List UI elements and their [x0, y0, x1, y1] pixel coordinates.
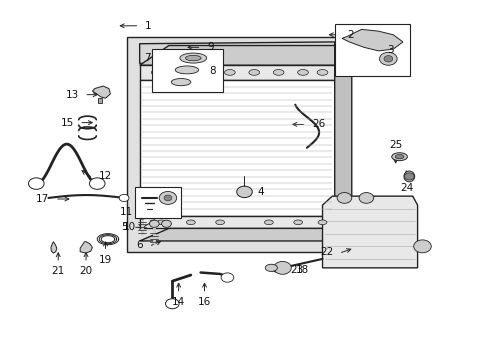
Polygon shape [92, 86, 110, 98]
Text: 15: 15 [61, 118, 74, 128]
Ellipse shape [185, 55, 201, 61]
Circle shape [161, 220, 171, 227]
Text: 22: 22 [319, 247, 332, 257]
FancyBboxPatch shape [334, 24, 409, 76]
Circle shape [159, 192, 176, 204]
FancyBboxPatch shape [135, 187, 181, 218]
Circle shape [165, 299, 179, 309]
Ellipse shape [394, 154, 403, 159]
Circle shape [163, 195, 171, 201]
Text: 19: 19 [99, 255, 112, 265]
Text: 26: 26 [311, 120, 325, 129]
Text: 14: 14 [172, 297, 185, 307]
Text: 12: 12 [99, 171, 112, 181]
Ellipse shape [224, 69, 235, 75]
Text: 7: 7 [143, 53, 150, 63]
Circle shape [28, 178, 44, 189]
Ellipse shape [293, 220, 302, 225]
Circle shape [273, 261, 291, 274]
Circle shape [236, 186, 252, 198]
Polygon shape [334, 45, 351, 253]
Ellipse shape [186, 220, 195, 225]
Circle shape [149, 220, 159, 227]
Polygon shape [80, 242, 92, 253]
Ellipse shape [264, 264, 277, 271]
Text: 4: 4 [257, 187, 263, 197]
Text: 10: 10 [122, 222, 136, 231]
Ellipse shape [318, 220, 326, 225]
Ellipse shape [151, 69, 162, 75]
Text: 21: 21 [52, 266, 65, 276]
Text: 13: 13 [65, 90, 79, 100]
Circle shape [379, 52, 396, 65]
Text: 6: 6 [136, 240, 143, 250]
Text: 20: 20 [80, 266, 92, 276]
Text: 5: 5 [121, 222, 127, 232]
Ellipse shape [175, 66, 198, 74]
Circle shape [358, 193, 373, 203]
Circle shape [221, 273, 233, 282]
Text: 9: 9 [206, 42, 213, 52]
FancyBboxPatch shape [152, 49, 222, 92]
Ellipse shape [297, 69, 308, 75]
Ellipse shape [175, 69, 186, 75]
Text: 17: 17 [36, 194, 49, 204]
Circle shape [119, 194, 129, 202]
Bar [127, 37, 348, 252]
Ellipse shape [264, 220, 273, 225]
Ellipse shape [215, 220, 224, 225]
Text: 23: 23 [289, 265, 303, 275]
Text: 11: 11 [120, 207, 133, 217]
Circle shape [336, 193, 351, 203]
Bar [140, 80, 334, 216]
Circle shape [404, 173, 413, 180]
Polygon shape [98, 98, 102, 103]
Polygon shape [322, 196, 417, 268]
Circle shape [413, 240, 430, 253]
Circle shape [136, 211, 148, 219]
Text: 24: 24 [399, 183, 412, 193]
Ellipse shape [403, 171, 414, 182]
Polygon shape [140, 45, 334, 65]
Ellipse shape [171, 78, 190, 86]
Text: 8: 8 [209, 66, 216, 76]
Polygon shape [140, 216, 334, 228]
Polygon shape [140, 42, 334, 63]
Ellipse shape [391, 153, 407, 161]
Ellipse shape [180, 53, 206, 63]
Polygon shape [341, 30, 402, 51]
Ellipse shape [273, 69, 284, 75]
Text: 1: 1 [145, 21, 151, 31]
Text: 25: 25 [388, 140, 402, 150]
Circle shape [383, 55, 392, 62]
Text: 18: 18 [296, 265, 309, 275]
Ellipse shape [200, 69, 210, 75]
Polygon shape [140, 65, 334, 80]
Circle shape [89, 178, 105, 189]
Polygon shape [51, 242, 57, 253]
Ellipse shape [248, 69, 259, 75]
Ellipse shape [317, 69, 327, 75]
Text: 16: 16 [198, 297, 211, 307]
Text: 3: 3 [386, 45, 393, 55]
Text: 2: 2 [346, 30, 353, 40]
Polygon shape [140, 228, 334, 241]
Ellipse shape [157, 220, 165, 225]
